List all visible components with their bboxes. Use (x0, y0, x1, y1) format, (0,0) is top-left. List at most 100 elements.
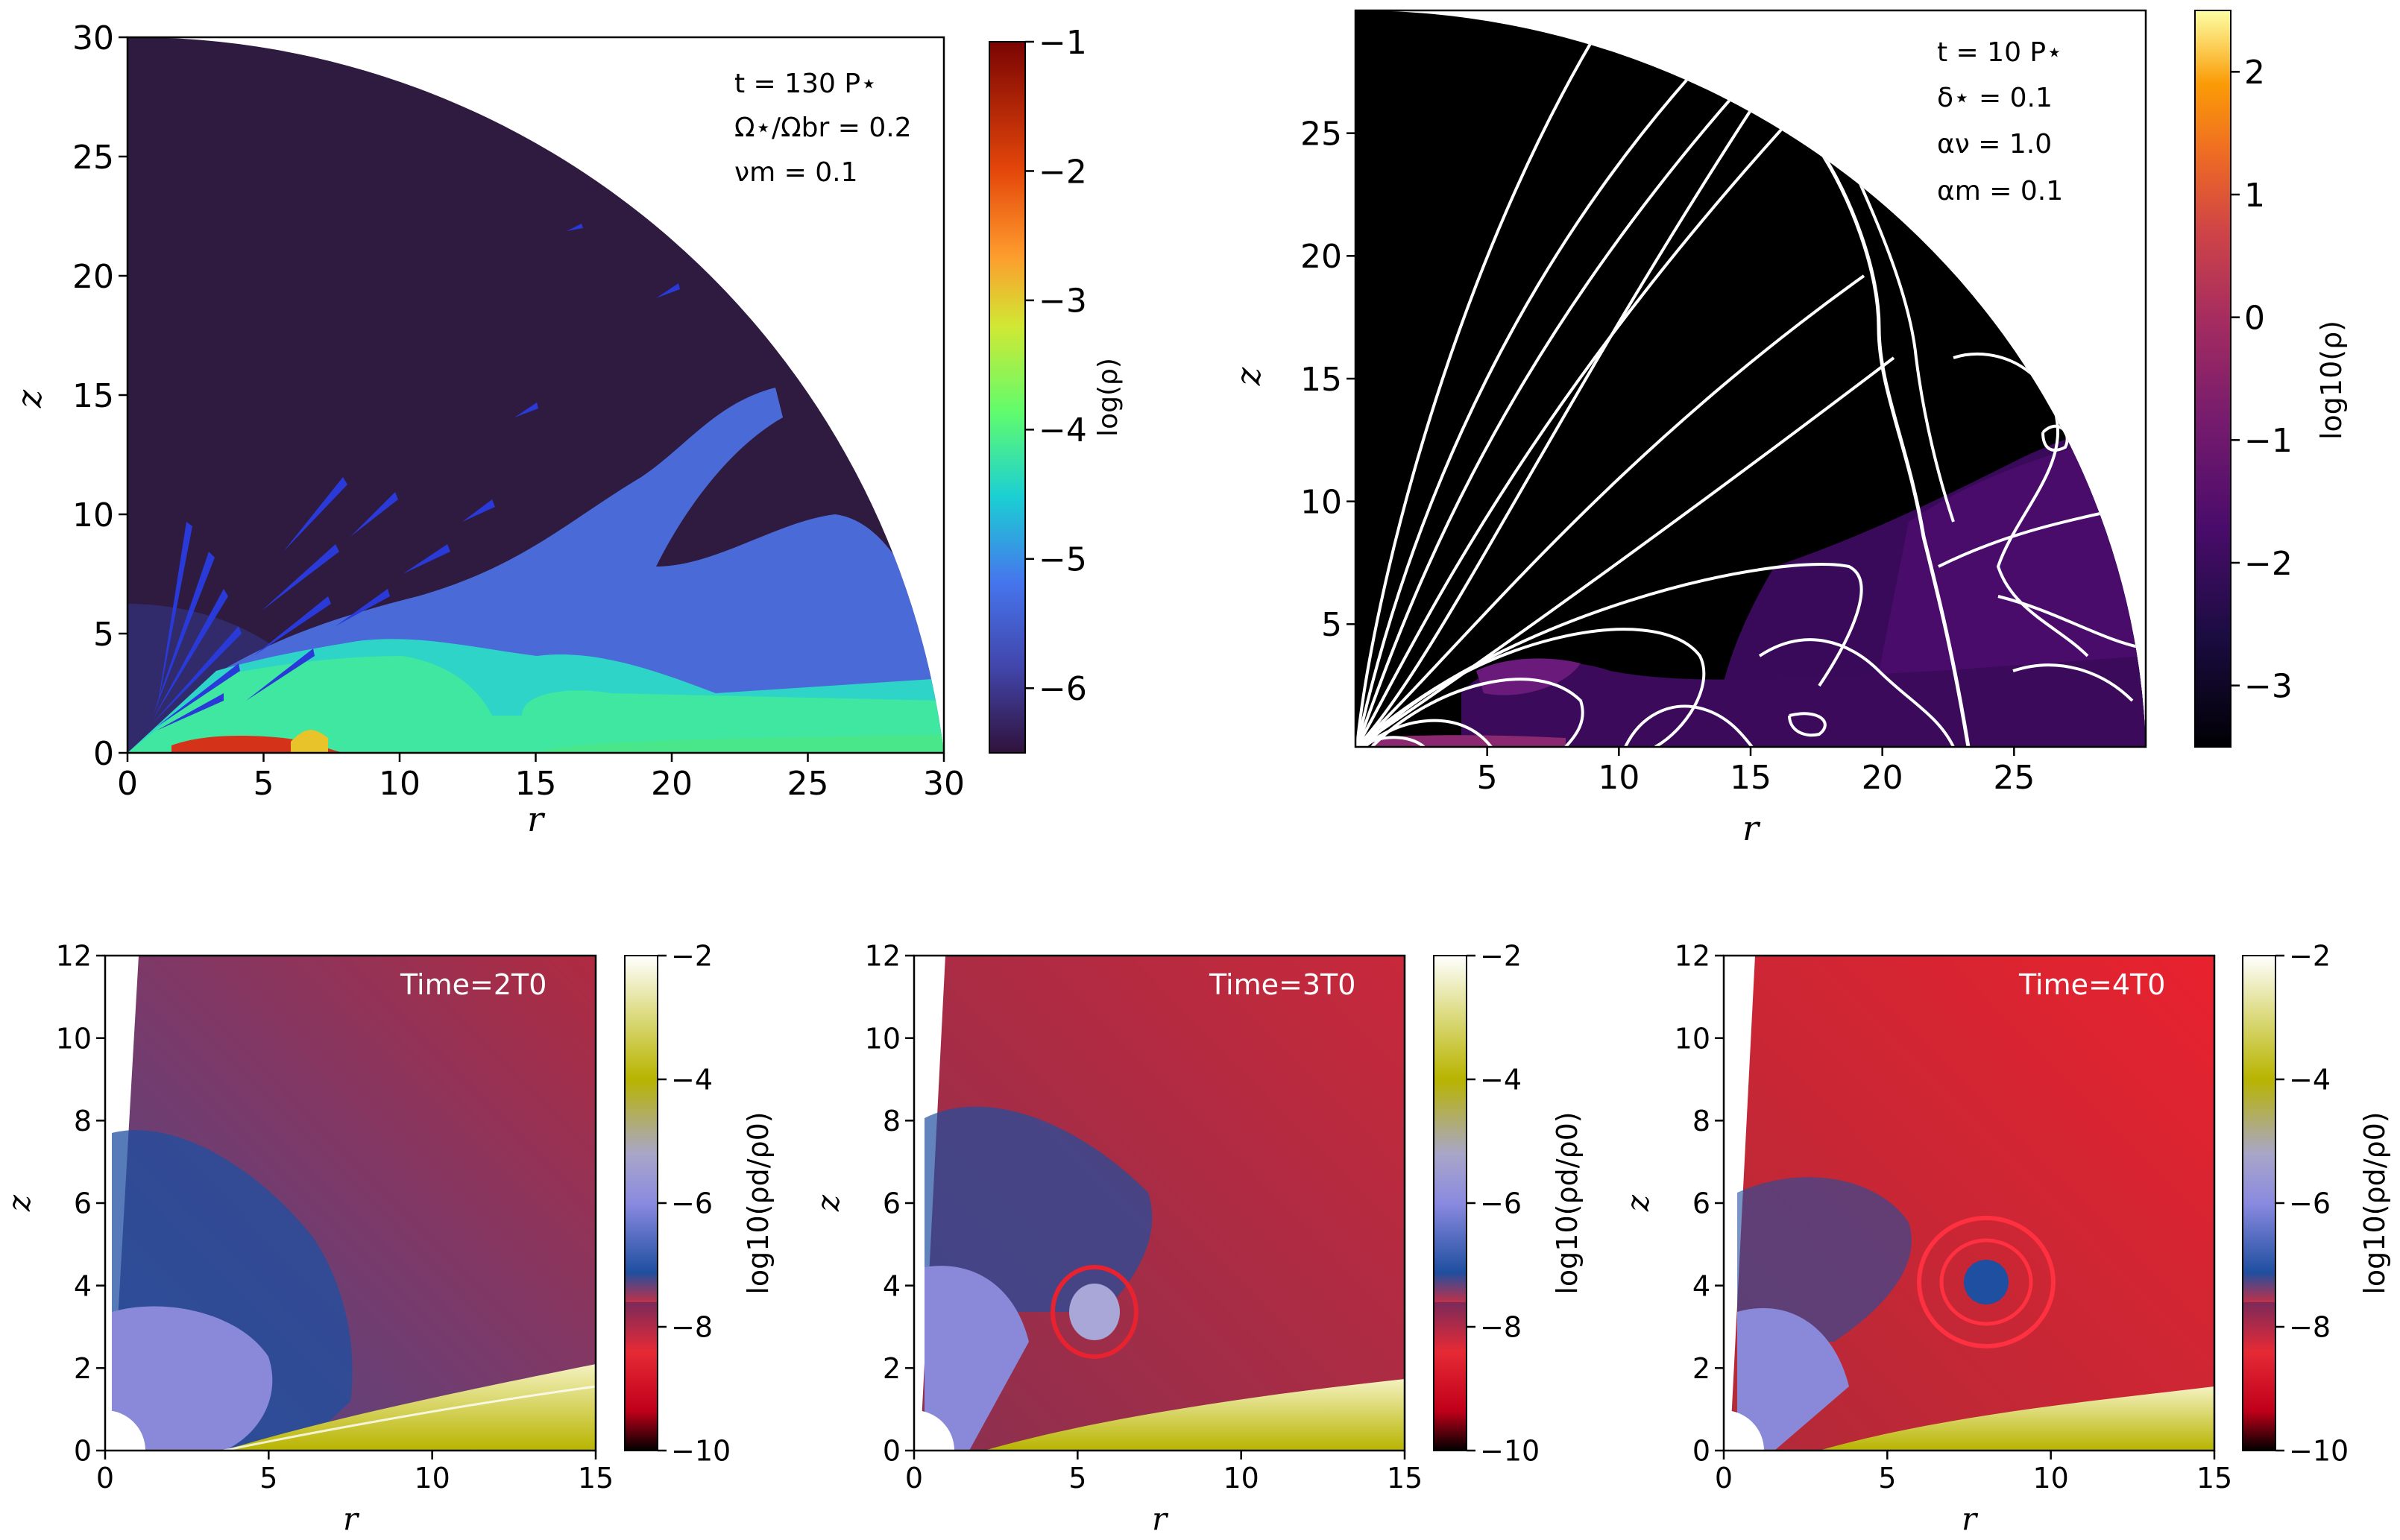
y-tick-label: 25 (72, 139, 114, 177)
colorbar-ticks-top-left: −1 −2 −3 −4 −5 −6 (1025, 24, 1087, 708)
annotation-alpha-nu: αν = 1.0 (1937, 129, 2052, 160)
y-tick-label: 10 (72, 496, 114, 534)
annotation-time: Time=4T0 (2018, 968, 2165, 1001)
y-tick-label: 0 (883, 1435, 901, 1468)
y-tick-label: 2 (1692, 1352, 1710, 1385)
y-tick-label: 10 (1300, 484, 1342, 522)
x-tick-label: 0 (96, 1462, 114, 1495)
x-tick-label: 20 (651, 765, 693, 803)
colorbar-tick-label: −4 (1039, 411, 1087, 449)
colorbar-tick-label: −8 (1480, 1311, 1522, 1344)
y-tick-label: 8 (883, 1105, 901, 1137)
y-tick-label: 4 (883, 1269, 901, 1302)
colorbar-tick-label: −3 (2244, 668, 2293, 706)
colorbar-tick-label: −2 (1039, 153, 1087, 191)
annotation-time: t = 130 P⋆ (734, 69, 878, 99)
x-axis-label: r (1742, 808, 1761, 848)
colorbar-tick-label: −1 (2244, 422, 2293, 460)
colorbar-bottom-1 (624, 955, 658, 1451)
colorbar-tick-label: −1 (1039, 24, 1087, 62)
x-tick-label: 0 (905, 1462, 923, 1495)
colorbar-tick-label: −8 (671, 1311, 713, 1344)
y-tick-label: 0 (1692, 1435, 1710, 1468)
colorbar-tick-label: −8 (2289, 1311, 2331, 1344)
colorbar-tick-label: −2 (2244, 545, 2293, 583)
x-tick-label: 15 (1387, 1462, 1423, 1495)
x-tick-label: 15 (515, 765, 557, 803)
x-tick-label: 5 (1477, 759, 1498, 797)
x-tick-label: 5 (1068, 1462, 1086, 1495)
x-tick-label: 5 (259, 1462, 277, 1495)
x-tick-label: 15 (2196, 1462, 2232, 1495)
colorbar-tick-label: −6 (2289, 1187, 2331, 1220)
panel-bottom-1: Time=2T0 r z log10(ρd/ρ0) (1, 954, 775, 1537)
colorbar-tick-label: −2 (671, 940, 713, 973)
y-tick-label: 2 (883, 1352, 901, 1385)
annotation-time: t = 10 P⋆ (1937, 37, 2063, 68)
y-axis-label: z (810, 1194, 846, 1212)
y-tick-label: 2 (74, 1352, 92, 1385)
annotation-alpha-m: αm = 0.1 (1937, 176, 2063, 206)
density-field-top-right (1355, 10, 2146, 747)
colorbar-tick-label: −2 (2289, 940, 2331, 973)
y-axis-label: z (9, 389, 49, 408)
colorbar-bottom-2 (1433, 955, 1467, 1451)
x-tick-label: 25 (1993, 759, 2035, 797)
axis-ticks-top-right: 5 10 15 20 25 5 10 15 20 25 (1300, 116, 2035, 797)
colorbar-tick-label: 2 (2244, 54, 2265, 92)
y-tick-label: 30 (72, 19, 114, 57)
colorbar-label: log10(ρ) (2315, 321, 2348, 440)
colorbar-label: log(ρ) (1093, 358, 1124, 437)
colorbar-top-left (989, 41, 1026, 754)
colorbar-tick-label: −6 (1039, 670, 1087, 708)
x-tick-label: 0 (1715, 1462, 1733, 1495)
velocity-arrows (153, 224, 680, 730)
field-lines (1355, 10, 2146, 747)
annotation-time: Time=3T0 (1209, 968, 1355, 1001)
y-tick-label: 25 (1300, 116, 1342, 154)
x-tick-label: 5 (1878, 1462, 1896, 1495)
colorbar-tick-label: 0 (2244, 300, 2265, 338)
axis-ticks-bottom: 0 5 10 15 0 2 4 6 8 10 12 −2 −4 −6 −8 −10 0 5 10 15 0 2 4 6 8 10 1… (56, 940, 2349, 1495)
x-tick-label: 10 (414, 1462, 450, 1495)
y-tick-label: 4 (1692, 1269, 1710, 1302)
colorbar-label: log10(ρd/ρ0) (2358, 1111, 2391, 1294)
colorbar-tick-label: −10 (671, 1435, 731, 1468)
y-tick-label: 12 (865, 940, 901, 973)
y-tick-label: 20 (1300, 238, 1342, 276)
y-tick-label: 0 (93, 735, 114, 773)
x-tick-label: 10 (1598, 759, 1640, 797)
annotation-viscosity: νm = 0.1 (734, 157, 857, 188)
panel-bottom-3: Time=4T0 r z log10(ρd/ρ0) (1619, 954, 2391, 1537)
y-tick-label: 12 (1675, 940, 1710, 973)
colorbar-label: log10(ρd/ρ0) (742, 1111, 775, 1294)
x-tick-label: 20 (1862, 759, 1903, 797)
colorbar-tick-label: −6 (671, 1187, 713, 1220)
x-axis-label: r (1962, 1500, 1979, 1537)
y-tick-label: 12 (56, 940, 92, 973)
y-tick-label: 10 (1675, 1022, 1710, 1055)
x-axis-label: r (1152, 1500, 1169, 1537)
y-tick-label: 10 (865, 1022, 901, 1055)
x-tick-label: 10 (379, 765, 421, 803)
y-tick-label: 5 (93, 616, 114, 654)
annotation-delta: δ⋆ = 0.1 (1937, 83, 2053, 113)
colorbar-tick-label: −4 (671, 1064, 713, 1096)
colorbar-ticks-top-right: 2 1 0 −1 −2 −3 (2231, 54, 2293, 706)
y-tick-label: 6 (1692, 1187, 1710, 1220)
colorbar-top-right (2194, 10, 2232, 748)
y-axis-label: z (1228, 367, 1268, 386)
colorbar-tick-label: −5 (1039, 541, 1087, 579)
y-tick-label: 15 (1300, 361, 1342, 399)
colorbar-tick-label: 1 (2244, 177, 2265, 215)
colorbar-tick-label: −4 (1480, 1064, 1522, 1096)
y-tick-label: 15 (72, 377, 114, 415)
colorbar-label: log10(ρd/ρ0) (1551, 1111, 1584, 1294)
x-tick-label: 10 (2032, 1462, 2068, 1495)
x-tick-label: 25 (787, 765, 829, 803)
x-tick-label: 30 (923, 765, 965, 803)
colorbar-tick-label: −4 (2289, 1064, 2331, 1096)
